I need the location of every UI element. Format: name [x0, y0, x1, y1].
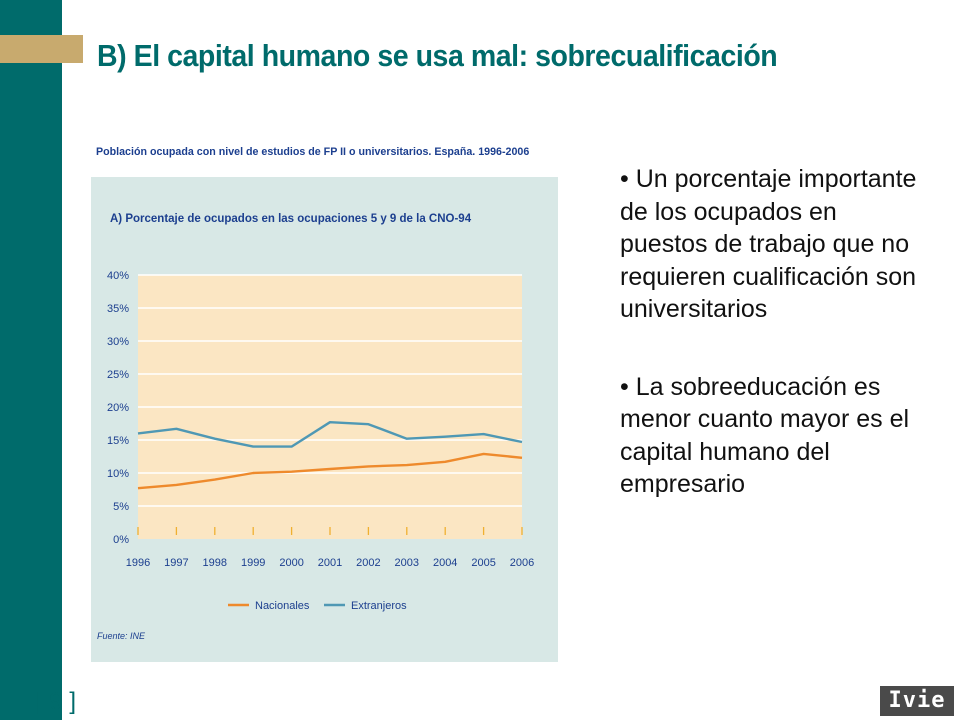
chart-source-note: Fuente: INE	[97, 631, 146, 641]
y-tick-label: 30%	[107, 336, 129, 348]
y-tick-label: 35%	[107, 303, 129, 315]
page-number: [ 9 ]	[35, 688, 77, 715]
bullet-text: Un porcentaje importante de los ocupados…	[620, 165, 917, 323]
bullet-item: • Un porcentaje importante de los ocupad…	[620, 163, 920, 326]
y-tick-label: 40%	[107, 270, 129, 282]
legend-label: Extranjeros	[351, 600, 407, 612]
x-tick-label: 2003	[395, 557, 419, 569]
y-tick-label: 20%	[107, 402, 129, 414]
bullet-item: • La sobreeducación es menor cuanto mayo…	[620, 371, 920, 501]
series-line-nacionales	[137, 452, 523, 490]
bullet-symbol: •	[620, 165, 629, 193]
chart-title: A) Porcentaje de ocupados en las ocupaci…	[110, 213, 472, 225]
x-tick-label: 2002	[356, 557, 380, 569]
x-tick-label: 1999	[241, 557, 265, 569]
series-line-extranjeros	[137, 420, 523, 448]
y-tick-label: 5%	[113, 501, 129, 513]
ivie-logo: Ivie	[880, 686, 954, 716]
y-tick-label: 0%	[113, 534, 129, 546]
x-tick-label: 2000	[279, 557, 303, 569]
legend-label: Nacionales	[255, 600, 310, 612]
bullet-symbol: •	[620, 372, 629, 401]
x-tick-label: 1997	[164, 557, 188, 569]
x-tick-label: 1998	[203, 557, 227, 569]
sidebar-band	[0, 0, 62, 720]
title-accent-bar	[0, 35, 83, 63]
x-tick-label: 2006	[510, 557, 534, 569]
slide-title: B) El capital humano se usa mal: sobrecu…	[97, 38, 778, 73]
x-tick-label: 2004	[433, 557, 457, 569]
bullet-text: La sobreeducación es menor cuanto mayor …	[620, 372, 910, 499]
x-tick-label: 2001	[318, 557, 342, 569]
y-tick-label: 10%	[107, 468, 129, 480]
chart-panel: 0% 5% 10% 15% 20% 25% 30% 35% 40% 1996 1997 1998 199…	[91, 177, 558, 662]
x-tick-label: 1996	[126, 557, 150, 569]
y-tick-label: 25%	[107, 369, 129, 381]
bullet-list: • Un porcentaje importante de los ocupad…	[620, 163, 920, 501]
x-tick-label: 2005	[471, 557, 495, 569]
figure-caption: Población ocupada con nivel de estudios …	[96, 146, 530, 158]
line-chart: 0% 5% 10% 15% 20% 25% 30% 35% 40% 1996 1997 1998 199…	[97, 213, 534, 641]
y-tick-label: 15%	[107, 435, 129, 447]
